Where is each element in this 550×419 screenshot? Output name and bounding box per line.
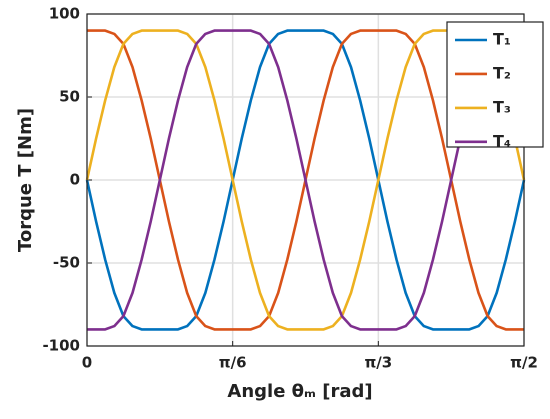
- y-axis-label: Torque T [Nm]: [15, 108, 36, 252]
- x-tick-label: π/3: [364, 354, 392, 372]
- legend-label: T₂: [493, 63, 511, 82]
- y-tick-label: -50: [53, 254, 80, 272]
- y-tick-label: 0: [70, 171, 80, 189]
- y-tick-label: -100: [42, 337, 80, 355]
- plot-frame: [86, 13, 525, 347]
- x-tick-label: π/6: [219, 354, 247, 372]
- legend: T₁ T₂ T₃ T₄: [446, 21, 544, 150]
- legend-label: T₃: [493, 97, 511, 116]
- legend-label: T₁: [493, 30, 511, 49]
- x-tick-label: 0: [82, 354, 92, 372]
- legend-box: [446, 21, 544, 148]
- x-axis-label: Angle θₘ [rad]: [227, 381, 372, 402]
- x-tick-label: π/2: [510, 354, 538, 372]
- legend-label: T₄: [493, 131, 511, 150]
- y-tick-label: 50: [59, 88, 80, 106]
- series-line: [87, 29, 524, 331]
- series-line: [85, 29, 526, 331]
- y-tick-label: 100: [49, 5, 80, 23]
